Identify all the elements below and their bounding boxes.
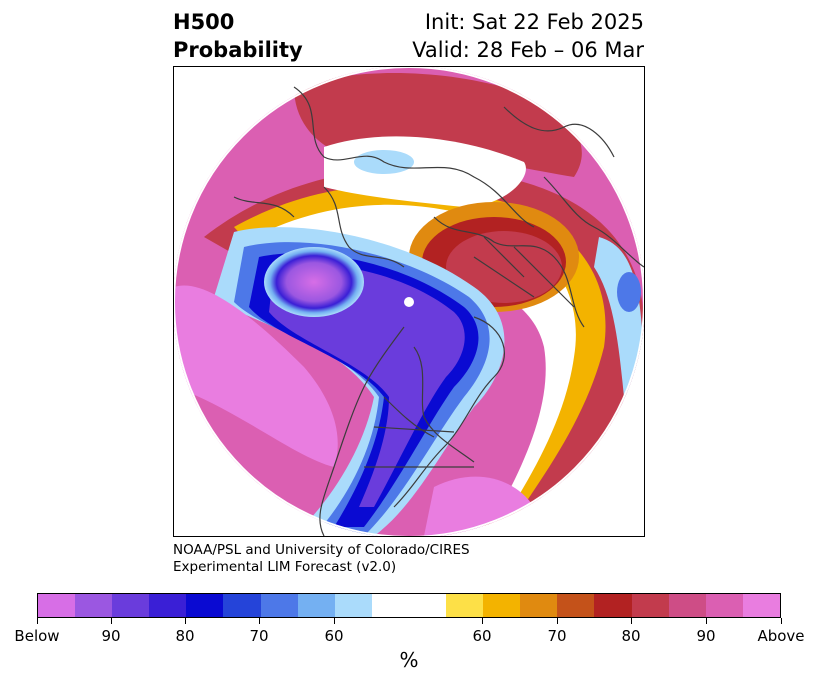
colorbar-cell — [149, 594, 187, 617]
colorbar-tick-label: 90 — [101, 627, 121, 645]
colorbar-tick-label: 70 — [249, 627, 269, 645]
colorbar-cell — [594, 594, 632, 617]
colorbar-cell — [112, 594, 150, 617]
colorbar-tick — [706, 618, 707, 624]
coastlines — [233, 86, 644, 536]
colorbar-tick — [482, 618, 483, 624]
colorbar-tick — [185, 618, 186, 624]
colorbar-tick-label: 90 — [696, 627, 716, 645]
valid-period: Valid: 28 Feb – 06 Mar — [412, 38, 644, 62]
probability-field — [174, 67, 644, 536]
colorbar-tick — [259, 618, 260, 624]
colorbar-unit-label: % — [399, 648, 419, 672]
init-date: Init: Sat 22 Feb 2025 — [424, 10, 644, 34]
colorbar-cell — [223, 594, 261, 617]
colorbar-tick — [631, 618, 632, 624]
colorbar-cell — [446, 594, 484, 617]
colorbar-cell — [742, 594, 780, 617]
colorbar-tick-label: 60 — [324, 627, 344, 645]
colorbar-tick-label: 80 — [621, 627, 641, 645]
title-product: Probability — [173, 38, 303, 62]
colorbar-cell — [557, 594, 595, 617]
colorbar-tick-label: 70 — [547, 627, 567, 645]
colorbar-cell — [705, 594, 743, 617]
title-left: H500 Probability — [173, 8, 303, 64]
colorbar-cell — [483, 594, 521, 617]
map-panel — [173, 66, 645, 537]
colorbar-cell — [38, 594, 76, 617]
colorbar-cell — [260, 594, 298, 617]
colorbar-cell — [668, 594, 706, 617]
title-right: Init: Sat 22 Feb 2025 Valid: 28 Feb – 06… — [412, 8, 644, 64]
colorbar-tick — [781, 618, 782, 624]
colorbar-tick-label: Below — [14, 627, 60, 645]
colorbar-tick-label: 80 — [175, 627, 195, 645]
colorbar-tick-label: 60 — [472, 627, 492, 645]
credit-line-2: Experimental LIM Forecast (v2.0) — [173, 559, 397, 575]
colorbar-cell — [186, 594, 224, 617]
probability-map — [174, 67, 644, 536]
colorbar-cell — [631, 594, 669, 617]
colorbar-cell — [75, 594, 113, 617]
title-variable: H500 — [173, 10, 235, 34]
colorbar-tick — [111, 618, 112, 624]
colorbar-cell — [297, 594, 335, 617]
colorbar-cell — [371, 594, 447, 617]
colorbar-tick — [334, 618, 335, 624]
colorbar-tick — [557, 618, 558, 624]
colorbar-cell — [520, 594, 558, 617]
colorbar-tick — [37, 618, 38, 624]
credit: NOAA/PSL and University of Colorado/CIRE… — [173, 542, 470, 576]
colorbar-tick-label: Above — [757, 627, 805, 645]
colorbar — [37, 593, 781, 618]
colorbar-cell — [334, 594, 372, 617]
credit-line-1: NOAA/PSL and University of Colorado/CIRE… — [173, 542, 470, 558]
